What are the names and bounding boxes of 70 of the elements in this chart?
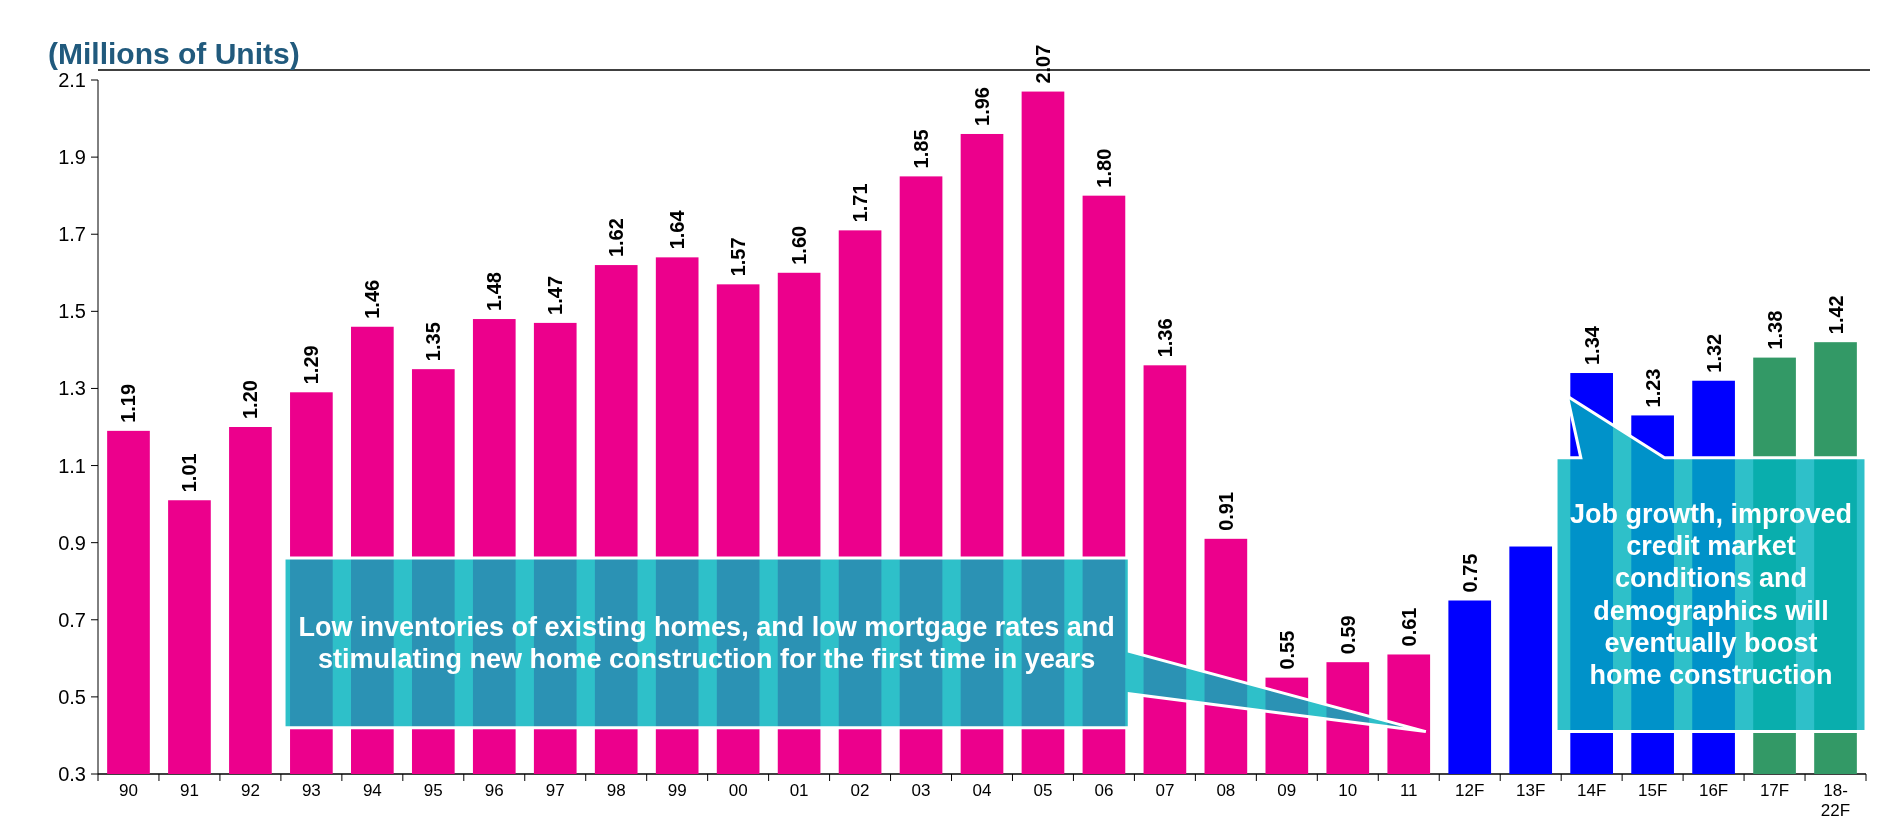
x-tick-label: 91 [179,781,199,800]
y-tick-label: 0.3 [58,763,86,785]
data-label: 1.57 [727,237,750,277]
x-tick-label: 03 [911,781,931,800]
x-tick-label: 06 [1094,781,1114,800]
data-label: 1.23 [1641,368,1664,408]
annotation: Job growth, improved credit market conditions and demographics will eventually boost home construction [1569,497,1853,693]
x-tick-label: 05 [1033,781,1053,800]
x-tick-label: 12F [1455,781,1485,800]
data-label: 1.64 [666,209,689,250]
data-label: 0.55 [1275,630,1298,670]
data-label: 1.34 [1580,325,1603,366]
y-tick-label: 0.7 [58,608,86,631]
x-tick-label: 16F [1698,781,1729,800]
x-tick-label: 13F [1516,781,1546,800]
data-label: 1.38 [1763,310,1786,350]
data-label: 0.75 [1458,553,1481,593]
y-tick-label: 1.1 [58,454,86,477]
data-label: 0.61 [1397,607,1420,647]
x-tick-label: 96 [484,781,504,800]
data-label: 0.91 [1214,491,1237,531]
y-tick-label: 1.7 [58,223,86,246]
x-tick-label: 17F [1759,781,1790,800]
x-tick-label: 07 [1155,781,1175,800]
y-tick-label: 1.9 [58,146,86,169]
data-label: 1.48 [483,272,506,312]
data-label: 1.42 [1824,295,1847,335]
data-label: 1.85 [910,129,933,169]
x-tick-label: 18-22F [1820,781,1851,820]
x-tick-label: 99 [667,781,687,800]
x-tick-label: 92 [240,781,260,800]
data-label: 0.59 [1336,615,1359,655]
data-label: 1.19 [117,383,140,423]
x-tick-label: 97 [545,781,565,800]
x-tick-label: 04 [972,781,992,800]
data-label: 1.46 [361,279,384,319]
x-tick-label: 98 [606,781,626,800]
data-label: 1.32 [1702,333,1725,373]
x-tick-label: 94 [362,781,382,800]
x-tick-label: 10 [1338,781,1358,800]
x-tick-label: 95 [423,781,443,800]
data-label: 1.62 [605,218,628,258]
x-tick-label: 11 [1399,781,1418,800]
y-tick-label: 0.5 [58,685,86,708]
data-label: 1.29 [300,345,323,385]
x-tick-label: 02 [850,781,870,800]
y-tick-label: 1.5 [58,300,86,323]
data-label: 1.80 [1092,148,1115,188]
data-label: 2.07 [1031,44,1054,84]
data-label: 1.20 [239,380,262,419]
x-tick-label: 08 [1216,781,1236,800]
y-tick-label: 0.9 [58,531,86,554]
data-label: 1.35 [422,322,445,362]
annotation: Low inventories of existing homes, and low mortgage rates and stimulating new home construction for the first time in years [297,610,1116,676]
y-tick-label: 2.1 [58,69,86,91]
data-label: 1.71 [849,183,872,223]
data-label: 1.47 [544,275,567,315]
data-label: 1.36 [1153,318,1176,358]
data-label: 1.60 [788,225,811,265]
chart-title: (Millions of Units) [48,37,300,70]
x-tick-label: 90 [119,781,138,800]
data-label: 1.96 [971,87,993,126]
x-tick-label: 01 [789,781,809,800]
x-tick-label: 15F [1637,781,1668,800]
x-tick-label: 09 [1277,781,1297,800]
data-label: 1.01 [178,453,201,493]
x-tick-label: 00 [728,781,748,800]
x-tick-label: 14F [1577,781,1607,800]
x-tick-label: 93 [301,781,321,800]
y-tick-label: 1.3 [58,377,86,400]
